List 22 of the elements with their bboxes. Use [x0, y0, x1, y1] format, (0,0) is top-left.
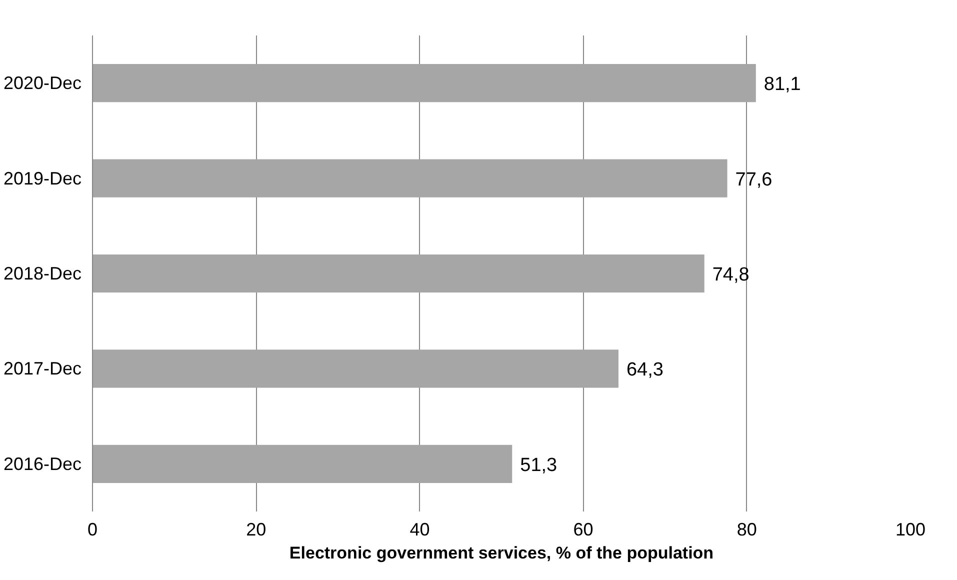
bar — [92, 159, 728, 198]
y-tick-label: 2020-Dec — [3, 73, 82, 94]
y-tick-label: 2018-Dec — [3, 264, 82, 284]
data-label: 74,8 — [712, 264, 750, 286]
x-tick-label: 20 — [246, 520, 266, 540]
x-tick-label: 60 — [573, 520, 594, 540]
bar — [92, 254, 704, 293]
x-tick-label: 0 — [87, 520, 98, 540]
y-tick-label: 2019-Dec — [3, 168, 82, 188]
x-tick-label: 80 — [736, 520, 757, 540]
y-tick-label: 2017-Dec — [3, 358, 82, 379]
data-label: 51,3 — [520, 454, 558, 476]
x-tick-label: 40 — [410, 520, 430, 540]
data-label: 81,1 — [764, 74, 801, 96]
bar — [92, 64, 756, 102]
x-axis-title: Electronic government services, % of the population — [289, 544, 714, 562]
data-label: 64,3 — [626, 360, 664, 381]
y-tick-label: 2016-Dec — [3, 454, 82, 474]
data-label: 77,6 — [735, 169, 772, 190]
x-tick-label: 100 — [895, 520, 926, 540]
bar — [92, 350, 618, 388]
bar — [92, 444, 512, 483]
